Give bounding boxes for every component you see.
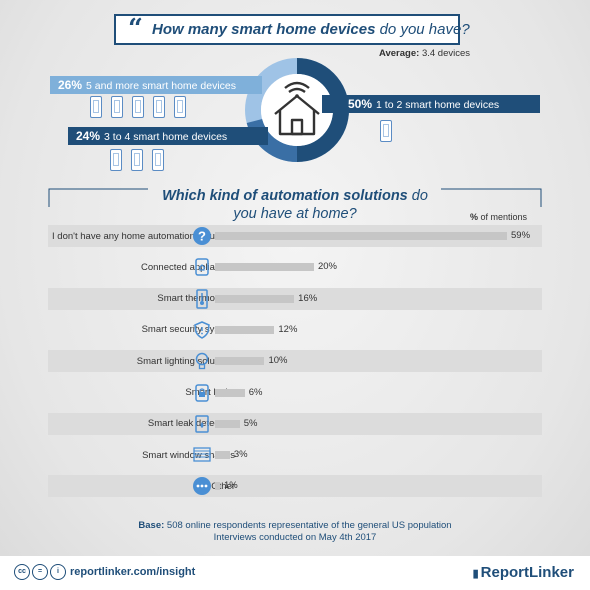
person-icon: i [50, 564, 66, 580]
category-label: Smart leak detectors [147, 418, 235, 430]
category-label: Smart thermostats [157, 293, 235, 305]
device-share-donut [245, 58, 349, 162]
category-label: Connected appliances [140, 261, 235, 273]
shades-icon [193, 447, 211, 462]
lock-icon [195, 383, 209, 402]
shield-icon [194, 321, 210, 339]
chart-row: Connected appliances 20% [48, 256, 542, 278]
bar [215, 325, 275, 334]
group-3-4-band: 24% 3 to 4 smart home devices [68, 127, 268, 145]
thermometer-icon [196, 288, 208, 309]
title-box: “ How many smart home devices do you hav… [114, 14, 470, 45]
phone-icon [174, 96, 186, 118]
leak-icon [195, 415, 209, 433]
chart-row: Smart locks 6% [48, 382, 542, 404]
value-label: 1% [223, 480, 238, 492]
value-label: 16% [298, 292, 318, 304]
bar [215, 419, 240, 428]
chart-row: I don't have any home automation solutio… [48, 225, 542, 247]
cc-icon: cc [14, 564, 30, 580]
bar [215, 294, 295, 303]
bar [215, 357, 265, 366]
category-label: Other [211, 480, 235, 492]
bar [215, 263, 314, 272]
chart-title: Which kind of automation solutions do yo… [162, 188, 428, 222]
bar [215, 232, 507, 240]
phone-icon [90, 96, 102, 118]
svg-text:?: ? [198, 229, 206, 244]
phone-icon [131, 149, 143, 171]
appliance-icon [195, 258, 209, 277]
value-label: 59% [511, 230, 531, 241]
group-1-2-band: 50% 1 to 2 smart home devices [322, 95, 540, 113]
section-bracket [48, 188, 542, 207]
equal-icon: = [32, 564, 48, 580]
chart-row: Smart security system 12% [48, 319, 542, 341]
value-label: 12% [278, 323, 298, 335]
chart-row: Other 1% [48, 475, 542, 498]
page-title: How many smart home devices do you have? [152, 21, 470, 38]
bar [215, 482, 220, 491]
dots-icon [193, 477, 211, 496]
phone-icon [110, 149, 122, 171]
bulb-icon [195, 352, 209, 370]
chart-row: Smart leak detectors 5% [48, 412, 542, 435]
category-label: Smart window shades [142, 449, 235, 461]
question-icon: ? [193, 227, 211, 245]
phone-icon [380, 120, 392, 142]
bar [215, 388, 245, 397]
value-label: 20% [317, 261, 337, 273]
reportlinker-logo: ▮ ReportLinker [472, 564, 574, 581]
category-label: Smart lighting solutions [136, 355, 235, 367]
phone-icon [152, 149, 164, 171]
bars-icon: ▮ [472, 568, 479, 580]
bar [215, 451, 230, 460]
value-label: 6% [248, 386, 263, 398]
category-label: I don't have any home automation solutio… [52, 230, 235, 242]
value-label: 5% [243, 417, 258, 429]
category-label: Smart locks [185, 387, 235, 398]
base-note: Base: 508 online respondents representat… [138, 520, 452, 543]
chart-row: Smart window shades 3% [48, 444, 542, 466]
group-5-plus-band: 26% 5 and more smart home devices [50, 76, 262, 94]
quote-icon: “ [128, 14, 143, 44]
x-axis-label: % of mentions [470, 212, 528, 222]
phone-icon [132, 96, 144, 118]
phone-icon [111, 96, 123, 118]
chart-row: Smart thermostats 16% [48, 287, 542, 310]
category-label: Smart security system [141, 324, 235, 336]
average-label: Average: 3.4 devices [378, 48, 470, 59]
insight-link[interactable]: reportlinker.com/insight [70, 566, 196, 578]
footer: cc = i reportlinker.com/insight ▮ ReportL… [0, 556, 590, 590]
phone-icon [153, 96, 165, 118]
value-label: 10% [268, 355, 288, 367]
chart-row: Smart lighting solutions 10% [48, 350, 542, 373]
value-label: 3% [233, 449, 248, 461]
